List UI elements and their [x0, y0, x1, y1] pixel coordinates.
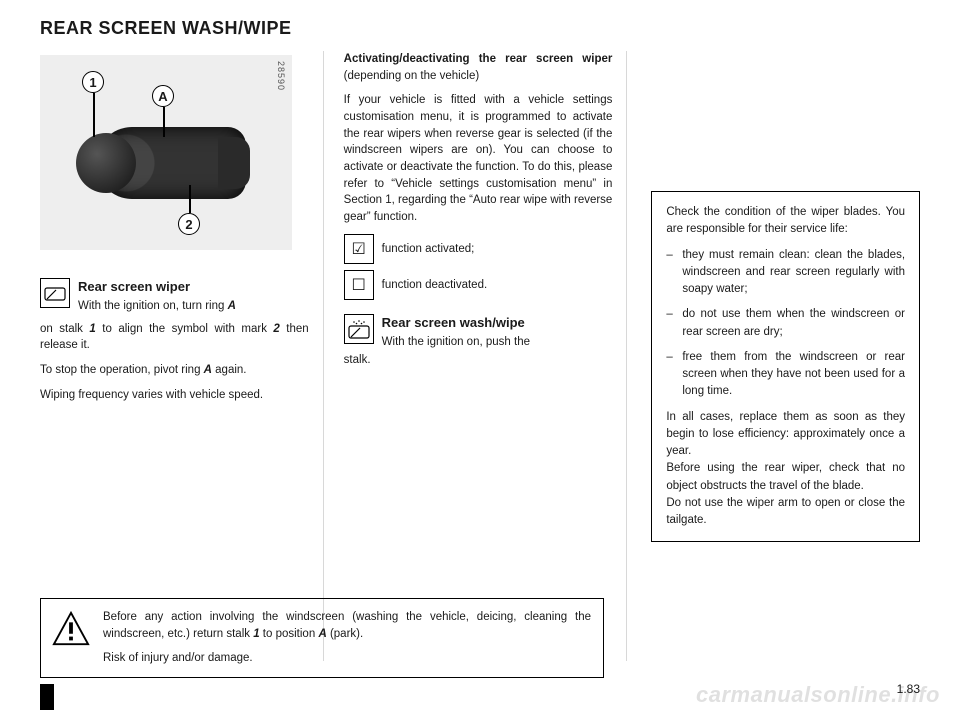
w1d: A [318, 628, 326, 640]
watermark: carmanualsonline.info [696, 682, 940, 708]
c1p3a: To stop the operation, pivot ring [40, 364, 204, 376]
footer-marker [40, 684, 54, 710]
col1-text: Rear screen wiper With the ignition on, … [40, 278, 309, 403]
dash: – [666, 349, 676, 401]
c3b4: Do not use the wiper arm to open or clos… [666, 495, 905, 530]
c3b2: In all cases, replace them as soon as th… [666, 409, 905, 461]
col2-text: Activating/deactivating the rear screen … [344, 51, 613, 369]
w1c: to position [260, 628, 319, 640]
callout-1: 1 [82, 71, 104, 93]
c1p3b: A [204, 364, 212, 376]
warning-box: Before any action involving the windscre… [40, 598, 604, 678]
callout-2: 2 [178, 213, 200, 235]
col3-spacer [651, 51, 920, 191]
c2p2: If your vehicle is fitted with a vehicle… [344, 92, 613, 225]
col2-h2p-end: stalk. [344, 352, 613, 369]
c3b1: Check the condition of the wiper blades.… [666, 204, 905, 239]
page-title: REAR SCREEN WASH/WIPE [40, 18, 920, 39]
col1-p1a: With the ignition on, turn ring [78, 300, 228, 312]
rear-wiper-icon [40, 278, 70, 308]
w1e: (park). [327, 628, 363, 640]
w2: Risk of injury and/or damage. [103, 650, 591, 667]
warning-icon [51, 609, 91, 649]
function-deactivated-icon: ☐ [344, 270, 374, 300]
col2-heading2: Rear screen wash/wipe [382, 314, 530, 333]
column-1: 28590 1 A 2 [40, 51, 324, 661]
c2p1: Activating/deactivating the rear screen … [344, 53, 613, 65]
function-activated-icon: ☑ [344, 234, 374, 264]
c2p1b: (depending on the vehicle) [344, 70, 480, 82]
c1p3c: again. [212, 364, 247, 376]
function-activated-text: function activated; [382, 241, 475, 257]
c1p2c: to align the symbol with mark [96, 323, 274, 335]
col1-heading: Rear screen wiper [78, 278, 236, 297]
c1p2a: on stalk [40, 323, 89, 335]
function-deactivated-text: function deactivated. [382, 277, 488, 293]
maintenance-info-box: Check the condition of the wiper blades.… [651, 191, 920, 542]
callout-A: A [152, 85, 174, 107]
c3li2: do not use them when the windscreen or r… [682, 306, 905, 341]
c3b3: Before using the rear wiper, check that … [666, 460, 905, 495]
col1-p1b: A [228, 300, 236, 312]
callout-A-lead [163, 107, 165, 137]
image-ref: 28590 [276, 61, 286, 91]
c1p4: Wiping frequency varies with vehicle spe… [40, 387, 309, 404]
c3li1: they must remain clean: clean the blades… [682, 247, 905, 299]
col2-h2p-start: With the ignition on, push the [382, 336, 530, 348]
column-3: Check the condition of the wiper blades.… [647, 51, 920, 661]
c3li3: free them from the windscreen or rear sc… [682, 349, 905, 401]
columns: 28590 1 A 2 [40, 51, 920, 661]
stalk-photo: 28590 1 A 2 [40, 55, 292, 250]
rear-wash-wipe-icon [344, 314, 374, 344]
dash: – [666, 247, 676, 299]
manual-page: REAR SCREEN WASH/WIPE 28590 1 A 2 [40, 18, 920, 678]
callout-2-lead [189, 185, 191, 213]
wiper-stalk-illustration [96, 127, 246, 199]
callout-1-lead [93, 93, 95, 137]
column-2: Activating/deactivating the rear screen … [344, 51, 628, 661]
dash: – [666, 306, 676, 341]
